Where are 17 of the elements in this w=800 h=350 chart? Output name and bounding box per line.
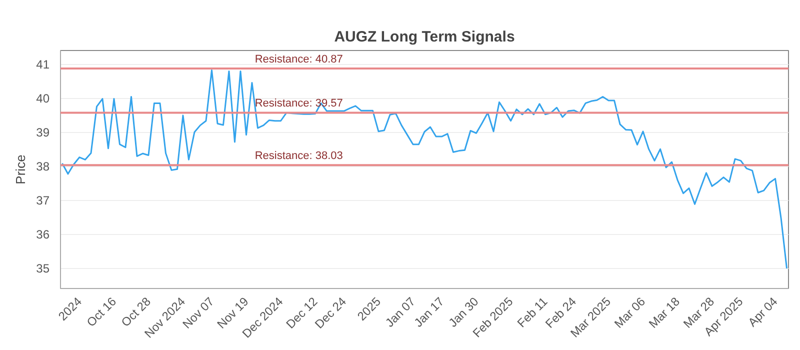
y-tick-label: 38 bbox=[36, 160, 50, 174]
ref-line-label: Resistance: 40.87 bbox=[254, 54, 343, 66]
x-tick-label: Mar 06 bbox=[612, 294, 648, 331]
chart-title: AUGZ Long Term Signals bbox=[334, 28, 515, 46]
y-tick-label: 37 bbox=[36, 194, 50, 208]
y-tick-label: 36 bbox=[36, 228, 50, 242]
x-tick-label: Oct 16 bbox=[84, 294, 120, 330]
y-tick-label: 35 bbox=[36, 262, 50, 276]
x-tick-label: Apr 04 bbox=[745, 294, 780, 330]
x-tick-label: Mar 18 bbox=[646, 294, 683, 331]
y-axis-title: Price bbox=[13, 154, 28, 184]
line-series bbox=[61, 69, 788, 270]
ref-line-label: Resistance: 38.03 bbox=[254, 150, 343, 162]
ref-line-label: Resistance: 39.57 bbox=[254, 98, 343, 110]
y-tick-label: 39 bbox=[36, 126, 50, 140]
y-tick-label: 40 bbox=[36, 92, 50, 106]
y-tick-label: 41 bbox=[36, 58, 50, 72]
